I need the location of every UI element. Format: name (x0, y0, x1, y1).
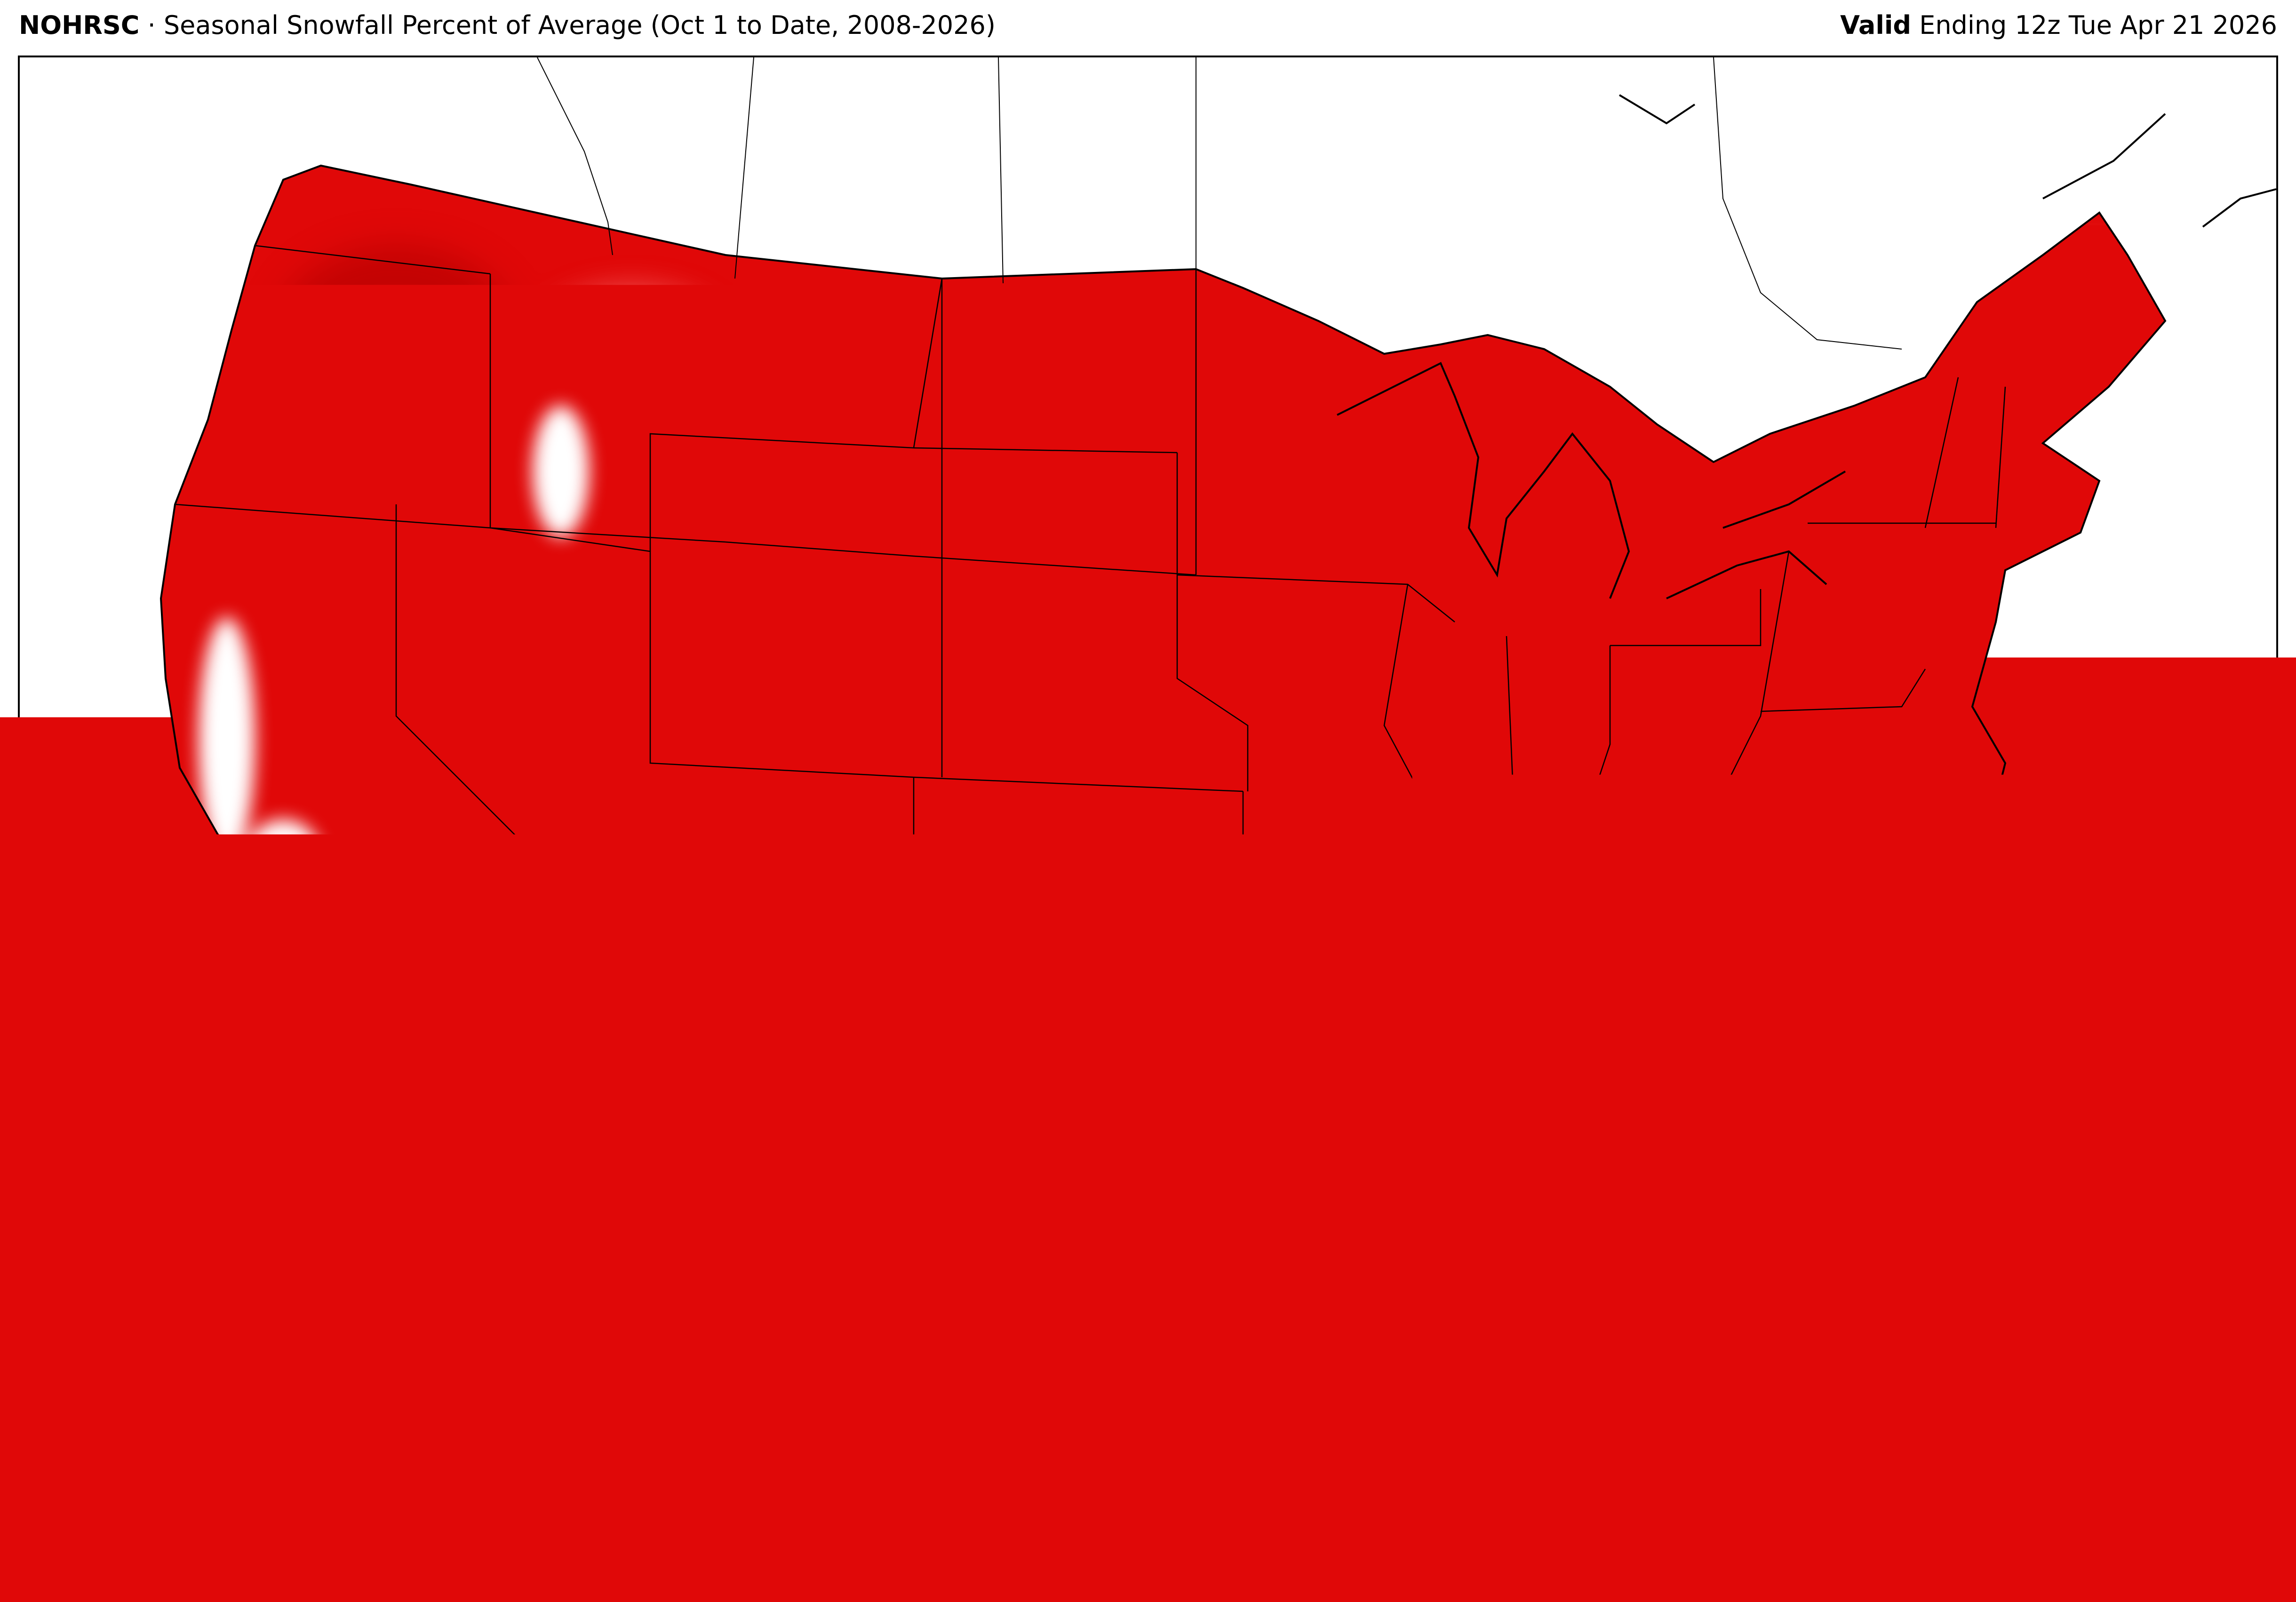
pennstate-logo: PennState College of Earth and Mineral S… (1760, 1506, 2277, 1581)
snowfall-map (20, 57, 2276, 1487)
valid-date: Ending 12z Tue Apr 21 2026 (1911, 10, 2277, 40)
map-panel (18, 56, 2278, 1489)
nittany-lion-shield-icon (1760, 1507, 1812, 1569)
department-line-1: Department of (2035, 1510, 2183, 1531)
colorbar-tick-label: 400 (1309, 1555, 1350, 1580)
title-text: Seasonal Snowfall Percent of Average (Oc… (164, 10, 996, 40)
colorbar-tick-label: 0 (55, 1555, 69, 1580)
map-title: NOHRSC · Seasonal Snowfall Percent of Av… (19, 10, 996, 40)
colorbar-tick-label: 250 (834, 1555, 875, 1580)
colorbar-tick-label: 50 (207, 1555, 234, 1580)
valid-time: Valid Ending 12z Tue Apr 21 2026 (1840, 10, 2277, 40)
valid-label: Valid (1840, 10, 1911, 40)
colorbar-tick-label: 150 (517, 1555, 558, 1580)
colorbar-tick-label: 350 (1150, 1555, 1192, 1580)
pennstate-wordmark: PennState (1825, 1506, 1960, 1533)
colorbar (62, 1512, 1646, 1547)
college-line-2: and Mineral Sciences (1825, 1554, 2014, 1575)
colorbar-tick-label: 200 (675, 1555, 717, 1580)
college-line-1: College of Earth (1825, 1534, 1968, 1554)
colorbar-tick-label: 450 (1467, 1555, 1508, 1580)
department-line-3: Atmospheric Science (2035, 1552, 2245, 1572)
department-line-2: Meteorology and (2035, 1531, 2206, 1552)
agency-label: NOHRSC (19, 10, 139, 40)
title-separator: · (139, 10, 164, 40)
colorbar-tick-label: 300 (992, 1555, 1033, 1580)
colorbar-tick-label: 500 (1626, 1555, 1667, 1580)
colorbar-tick-label: 100 (358, 1555, 399, 1580)
